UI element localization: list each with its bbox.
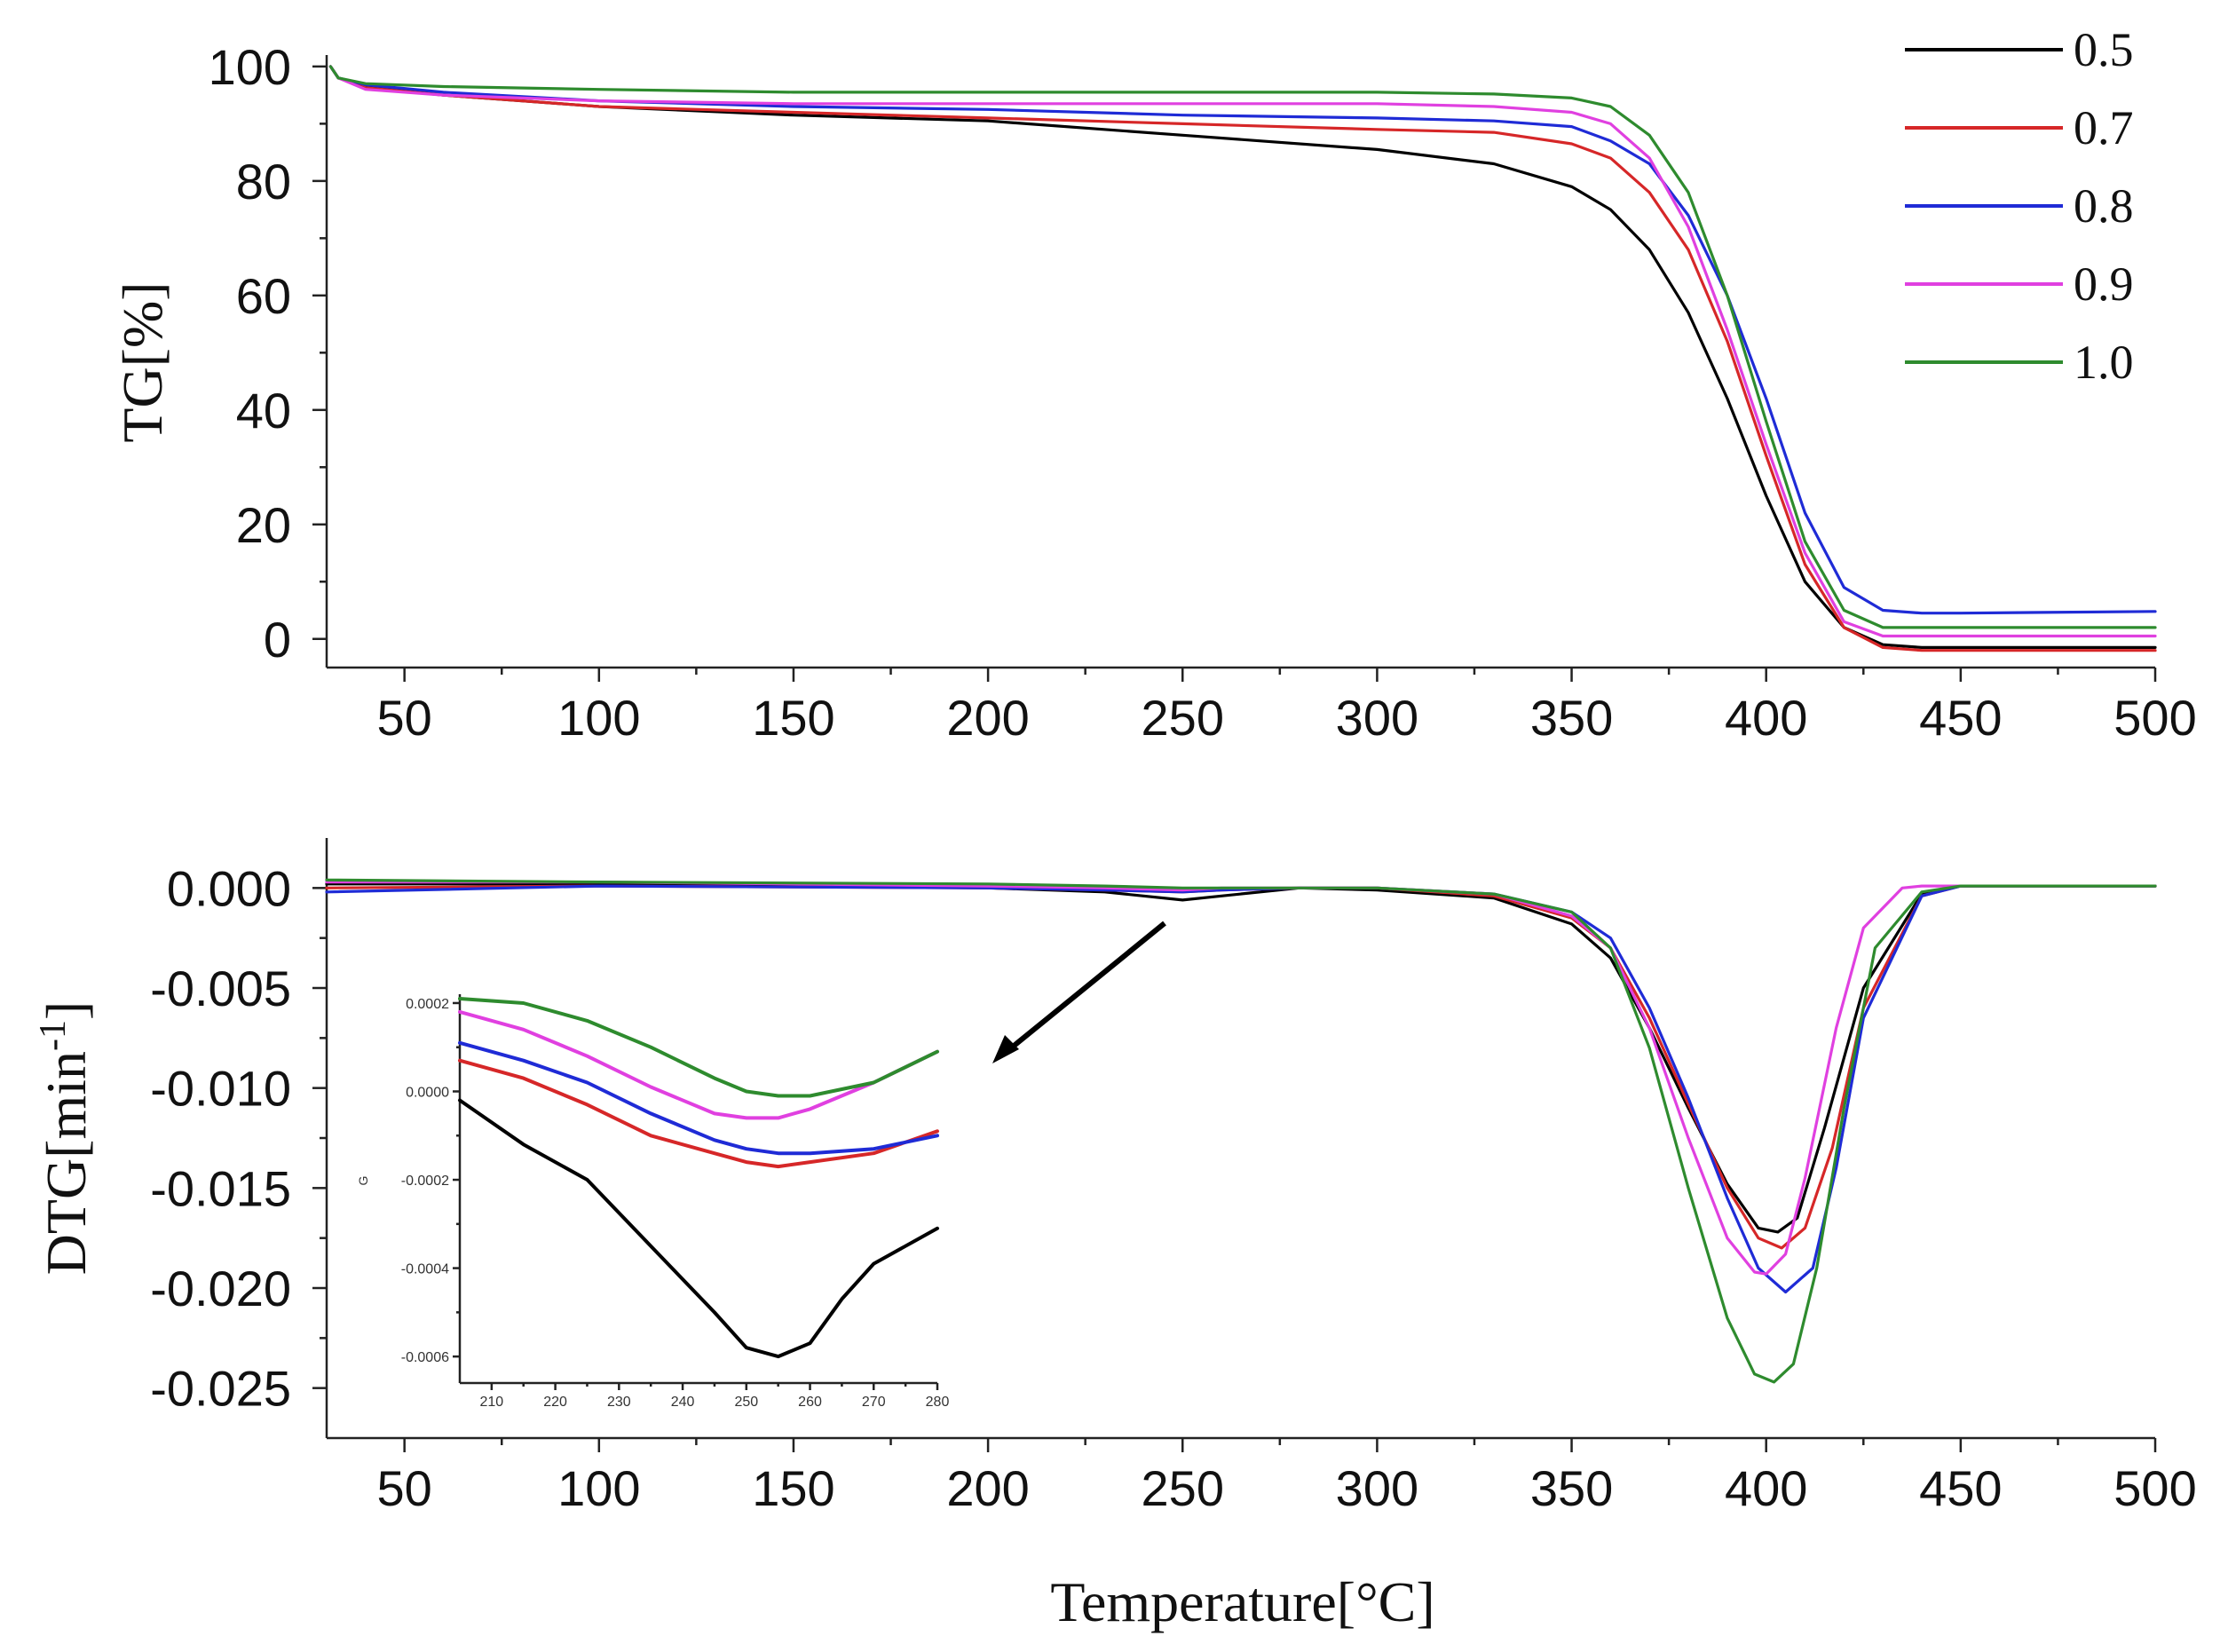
dtg-x-tick-label: 500 [2113,1460,2196,1516]
dtg-inset-panel: 210 220 230 240 250 260 270 280 0.0002 0.0000 -0.0… [356,994,949,1410]
dtg-y-axis-title: DTG[min-1] [33,1001,98,1276]
legend-label-1-0: 1.0 [2074,336,2134,389]
dtg-inset-series-0-5 [458,1098,939,1359]
dtg-inset-y-tick-label: -0.0002 [401,1174,449,1189]
tg-y-tick-label: 0 [264,612,291,668]
dtg-x-tick-label: 250 [1142,1460,1224,1516]
dtg-panel: 50 100 150 200 250 300 350 400 450 500 0.000 -0.005… [33,838,2197,1516]
legend-label-0-5: 0.5 [2074,23,2134,76]
dtg-x-tick-label: 150 [752,1460,834,1516]
dtg-inset-x-tick-label: 220 [543,1395,567,1410]
tg-y-tick-label: 80 [236,154,291,209]
dtg-inset-x-tick-label: 280 [926,1395,950,1410]
tg-y-axis-title: TG[%] [111,281,174,442]
dtg-x-tick-label: 350 [1530,1460,1613,1516]
tg-series-0-8 [328,65,2157,615]
inset-pointer-arrow [992,921,1166,1063]
tg-legend: 0.5 0.7 0.8 0.9 1.0 [1905,23,2134,389]
tg-x-tick-label: 500 [2113,690,2196,746]
dtg-y-tick-label: -0.005 [150,960,291,1016]
dtg-inset-y-tick-label: 0.0002 [406,997,449,1012]
inset-background [460,994,937,1383]
tg-y-tick-label: 40 [236,383,291,439]
tg-x-tick-label: 50 [377,690,432,746]
tg-series-0-9 [328,65,2157,638]
inset-y-axis-title: G [356,1176,370,1186]
dtg-x-tick-label: 100 [557,1460,640,1516]
tg-x-tick-label: 400 [1725,690,1807,746]
dtg-inset-y-tick-label: -0.0006 [401,1350,449,1365]
dtg-inset-x-tick-label: 230 [607,1395,631,1410]
dtg-inset-x-tick-label: 250 [734,1395,758,1410]
dtg-inset-y-tick-label: 0.0000 [406,1086,449,1101]
tg-y-tick-label: 60 [236,268,291,324]
tg-x-tick-label: 350 [1530,690,1613,746]
tg-x-tick-label: 450 [1919,690,2002,746]
tg-x-tick-label: 250 [1142,690,1224,746]
dtg-y-tick-label: -0.015 [150,1160,291,1216]
dtg-series-0-8 [325,884,2157,1294]
tg-series-0-7 [328,65,2157,652]
dtg-x-tick-label: 300 [1336,1460,1418,1516]
dtg-inset-series-1-0 [458,997,939,1098]
dtg-x-tick-label: 50 [377,1460,432,1516]
tg-y-tick-label: 20 [236,497,291,553]
dtg-inset-x-tick-label: 270 [862,1395,886,1410]
tg-x-tick-label: 150 [752,690,834,746]
tg-series-0-5 [328,65,2157,649]
tg-y-tick-label: 100 [209,39,291,95]
dtg-inset-series-0-9 [458,1009,939,1120]
dtg-inset-x-tick-label: 240 [671,1395,695,1410]
dtg-inset-x-tick-label: 260 [798,1395,822,1410]
dtg-inset-series-0-7 [458,1058,939,1169]
dtg-x-tick-label: 200 [946,1460,1029,1516]
dtg-x-tick-label: 450 [1919,1460,2002,1516]
dtg-series-0-5 [325,882,2157,1234]
dtg-inset-series-0-8 [458,1040,939,1156]
dtg-y-tick-label: 0.000 [167,860,291,916]
tg-x-tick-label: 100 [557,690,640,746]
legend-label-0-9: 0.9 [2074,257,2134,311]
dtg-series-0-9 [325,881,2157,1276]
tg-series-1-0 [328,65,2157,629]
x-axis-title: Temperature[°C] [1050,1570,1434,1633]
dtg-inset-x-tick-label: 210 [480,1395,504,1410]
dtg-y-tick-label: -0.020 [150,1261,291,1316]
dtg-series-1-0 [325,878,2157,1384]
legend-label-0-8: 0.8 [2074,179,2134,233]
tg-x-tick-label: 200 [946,690,1029,746]
tg-x-tick-label: 300 [1336,690,1418,746]
dtg-y-tick-label: -0.025 [150,1361,291,1417]
dtg-x-tick-label: 400 [1725,1460,1807,1516]
dtg-y-tick-label: -0.010 [150,1061,291,1117]
legend-label-0-7: 0.7 [2074,101,2134,154]
tg-panel: 50 100 150 200 250 300 350 400 450 500 0 20 40 60 80 10… [111,23,2197,746]
dtg-inset-y-tick-label: -0.0004 [401,1262,449,1277]
